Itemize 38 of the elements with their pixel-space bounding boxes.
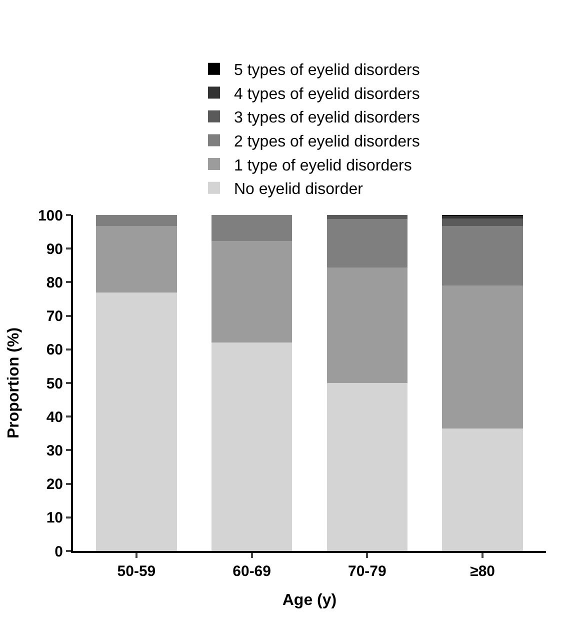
bar — [442, 286, 523, 428]
y-tick-label: 90 — [46, 240, 63, 258]
legend-label: 1 type of eyelid disorders — [234, 157, 412, 174]
x-tick-label: 50-59 — [117, 563, 156, 580]
bar — [442, 428, 523, 551]
legend-label: 5 types of eyelid disorders — [234, 62, 420, 80]
bar — [326, 219, 408, 268]
y-tick-label: 80 — [46, 274, 63, 292]
y-tick-label: 100 — [38, 207, 63, 224]
x-tick-label: 70-79 — [348, 563, 386, 580]
legend-label: No eyelid disorder — [234, 181, 364, 198]
x-tick-label: ≥80 — [470, 563, 496, 580]
y-tick-label: 70 — [46, 308, 63, 326]
bar — [442, 218, 523, 226]
bar — [442, 226, 523, 286]
bar — [326, 383, 408, 551]
bar — [442, 216, 523, 218]
y-tick-label: 40 — [46, 408, 63, 426]
bar — [211, 342, 292, 551]
y-tick-label: 60 — [46, 342, 63, 359]
bar — [96, 292, 177, 551]
y-tick-label: 30 — [46, 442, 63, 460]
bar — [96, 226, 177, 292]
legend-label: 2 types of eyelid disorders — [234, 133, 420, 150]
bar — [211, 241, 292, 343]
legend-label: 4 types of eyelid disorders — [234, 86, 420, 103]
bar — [326, 267, 408, 383]
y-tick-label: 10 — [46, 510, 63, 527]
bar — [96, 215, 177, 226]
y-tick-label: 20 — [46, 476, 63, 494]
bar — [211, 215, 292, 242]
y-tick-label: 50 — [46, 375, 63, 392]
x-axis-title: Age (y) — [282, 592, 337, 610]
bar — [326, 215, 408, 220]
y-tick-label: 0 — [54, 543, 63, 560]
y-axis-title: Proportion (%) — [5, 327, 22, 439]
legend-label: 3 types of eyelid disorders — [234, 110, 420, 127]
x-tick-label: 60-69 — [232, 563, 272, 580]
